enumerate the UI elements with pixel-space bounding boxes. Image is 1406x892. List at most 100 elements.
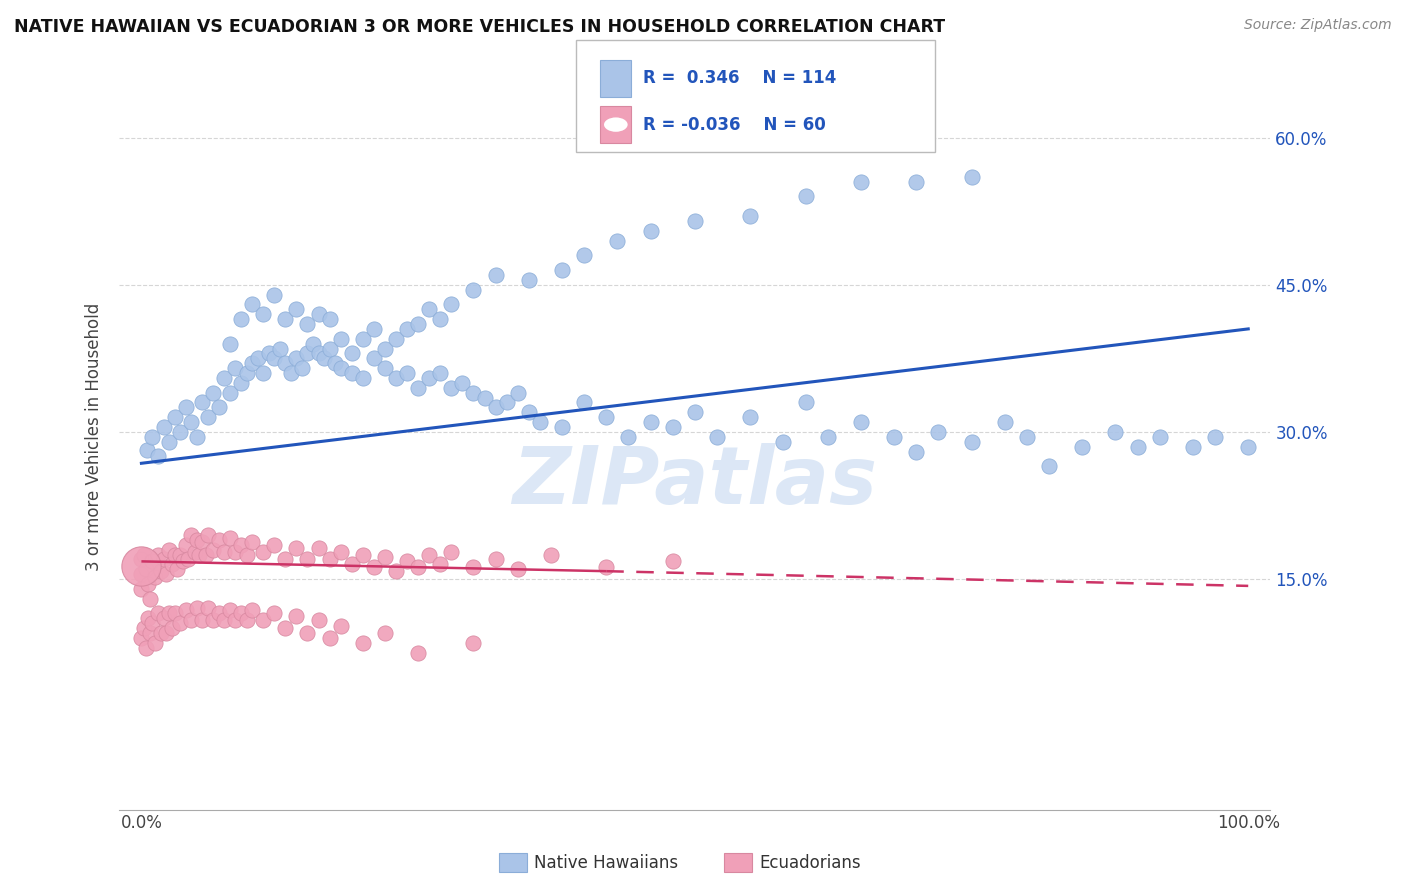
Point bbox=[396, 554, 419, 568]
Point bbox=[849, 175, 872, 189]
Point bbox=[136, 577, 159, 591]
Point bbox=[163, 410, 186, 425]
Point bbox=[418, 371, 440, 385]
Point bbox=[406, 381, 429, 395]
Point bbox=[263, 607, 285, 621]
Point bbox=[440, 544, 463, 558]
Point bbox=[308, 346, 330, 360]
Point bbox=[157, 542, 180, 557]
Point bbox=[152, 552, 174, 566]
Point bbox=[136, 611, 159, 625]
Point bbox=[1204, 430, 1226, 444]
Point bbox=[640, 224, 662, 238]
Point bbox=[683, 405, 706, 419]
Point bbox=[363, 351, 385, 366]
Point bbox=[474, 391, 496, 405]
Point bbox=[143, 570, 166, 584]
Point bbox=[252, 366, 274, 380]
Point bbox=[297, 552, 319, 566]
Point bbox=[352, 548, 374, 562]
Text: R =  0.346    N = 114: R = 0.346 N = 114 bbox=[643, 70, 837, 87]
Point bbox=[136, 442, 159, 457]
Point bbox=[197, 410, 219, 425]
Point bbox=[240, 356, 263, 370]
Point bbox=[318, 631, 340, 645]
Point bbox=[352, 636, 374, 650]
Point bbox=[463, 560, 485, 574]
Point bbox=[162, 621, 184, 635]
Point bbox=[484, 268, 506, 282]
Point bbox=[429, 558, 451, 572]
Point bbox=[318, 312, 340, 326]
Point bbox=[186, 601, 208, 615]
Point bbox=[274, 312, 297, 326]
Point bbox=[297, 346, 319, 360]
Point bbox=[340, 558, 363, 572]
Point bbox=[208, 533, 231, 547]
Point bbox=[163, 548, 186, 562]
Point bbox=[135, 562, 157, 576]
Y-axis label: 3 or more Vehicles in Household: 3 or more Vehicles in Household bbox=[86, 302, 103, 571]
Point bbox=[960, 169, 983, 184]
Point bbox=[146, 548, 169, 562]
Point bbox=[224, 361, 246, 376]
Point bbox=[1104, 425, 1126, 439]
Point bbox=[135, 640, 157, 655]
Point bbox=[194, 548, 217, 562]
Point bbox=[883, 430, 905, 444]
Point bbox=[180, 415, 202, 429]
Point bbox=[197, 601, 219, 615]
Point bbox=[180, 528, 202, 542]
Point bbox=[617, 430, 640, 444]
Point bbox=[406, 560, 429, 574]
Point bbox=[1149, 430, 1171, 444]
Point bbox=[1038, 459, 1060, 474]
Point bbox=[235, 548, 257, 562]
Point bbox=[606, 234, 628, 248]
Point bbox=[683, 214, 706, 228]
Point bbox=[263, 351, 285, 366]
Point bbox=[463, 636, 485, 650]
Point bbox=[517, 273, 540, 287]
Point bbox=[229, 607, 252, 621]
Point bbox=[318, 552, 340, 566]
Point bbox=[224, 544, 246, 558]
Point bbox=[905, 175, 928, 189]
Point bbox=[329, 619, 352, 633]
Point bbox=[146, 607, 169, 621]
Point bbox=[166, 562, 188, 576]
Point bbox=[202, 613, 225, 627]
Point bbox=[551, 420, 574, 434]
Point bbox=[1126, 440, 1149, 454]
Point bbox=[143, 636, 166, 650]
Point bbox=[429, 366, 451, 380]
Point bbox=[308, 307, 330, 321]
Point bbox=[1237, 440, 1260, 454]
Point bbox=[429, 312, 451, 326]
Point bbox=[495, 395, 517, 409]
Point bbox=[794, 189, 817, 203]
Point bbox=[323, 356, 346, 370]
Point bbox=[396, 366, 419, 380]
Point bbox=[418, 548, 440, 562]
Point bbox=[240, 603, 263, 617]
Point bbox=[451, 376, 474, 390]
Point bbox=[406, 646, 429, 660]
Point bbox=[374, 361, 396, 376]
Point bbox=[214, 371, 236, 385]
Point bbox=[202, 542, 225, 557]
Point bbox=[506, 562, 529, 576]
Point bbox=[960, 434, 983, 449]
Point bbox=[150, 626, 173, 640]
Point bbox=[406, 317, 429, 331]
Point bbox=[141, 616, 163, 631]
Point bbox=[131, 582, 153, 596]
Point bbox=[661, 554, 683, 568]
Point bbox=[208, 607, 231, 621]
Point bbox=[183, 544, 205, 558]
Point bbox=[540, 548, 562, 562]
Point bbox=[849, 415, 872, 429]
Point bbox=[285, 541, 308, 555]
Point bbox=[141, 430, 163, 444]
Point bbox=[506, 385, 529, 400]
